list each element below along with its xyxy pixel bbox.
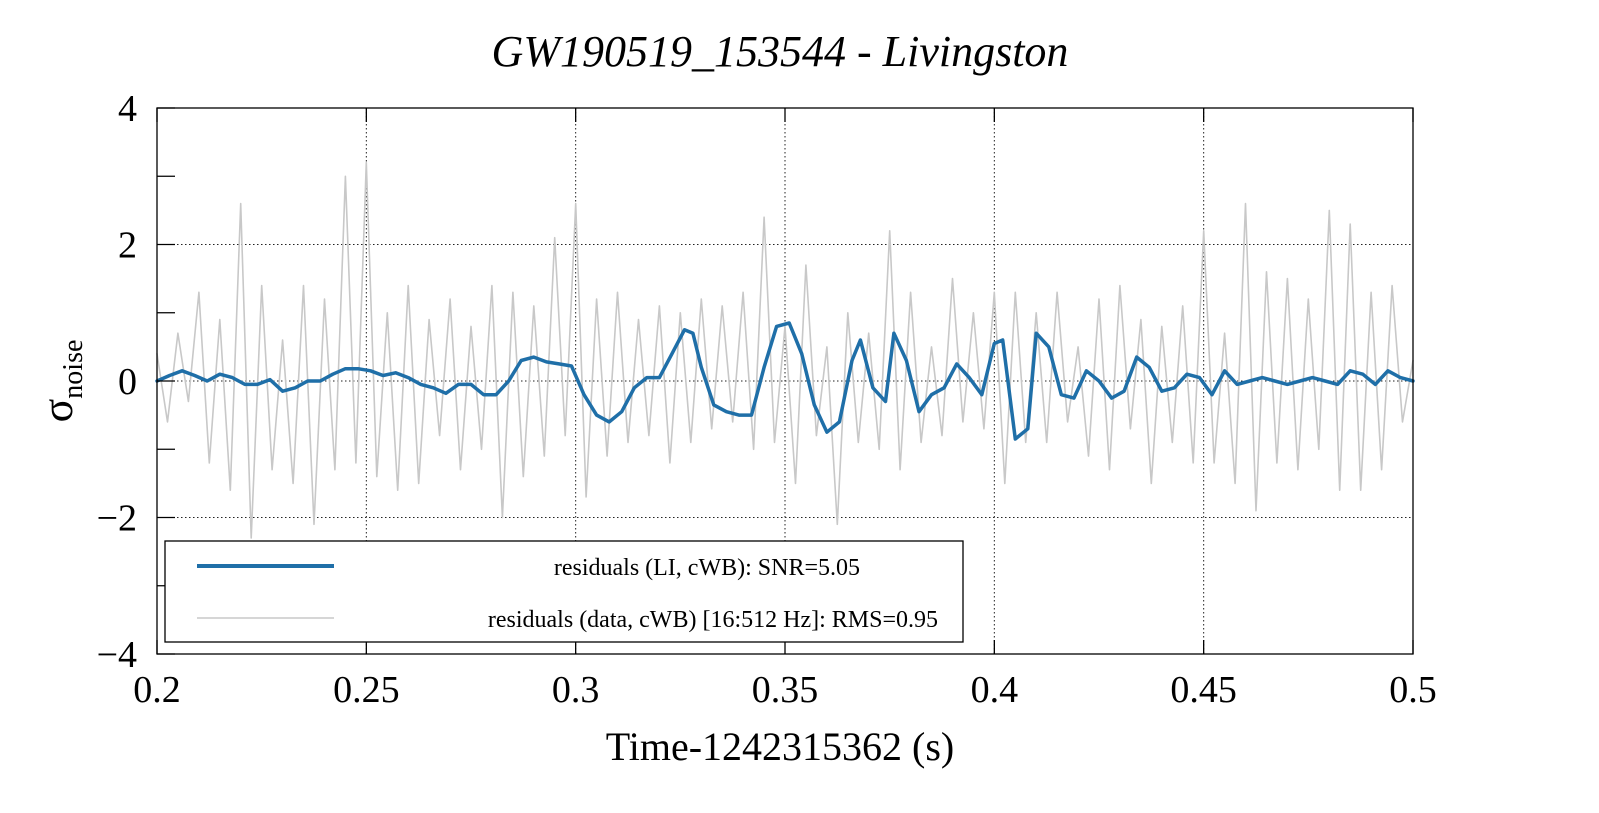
- y-tick-label: 4: [118, 88, 137, 130]
- y-tick-label: 2: [118, 225, 137, 267]
- x-tick-label: 0.5: [1389, 669, 1437, 711]
- x-tick-label: 0.4: [971, 669, 1019, 711]
- series-line-li: [155, 321, 1415, 441]
- legend-label-data: residuals (data, cWB) [16:512 Hz]: RMS=0…: [488, 607, 938, 633]
- grid: [157, 108, 1413, 654]
- y-tick-label: 0: [118, 361, 137, 403]
- x-axis-label: Time-1242315362 (s): [606, 724, 955, 769]
- y-axis-label: σnoise: [33, 340, 89, 423]
- x-tick-label: 0.25: [333, 669, 400, 711]
- chart-title: GW190519_153544 - Livingston: [492, 27, 1069, 76]
- y-axis-label-subscript: noise: [58, 340, 89, 399]
- x-tick-label: 0.35: [752, 669, 819, 711]
- legend: residuals (LI, cWB): SNR=5.05 residuals …: [164, 540, 964, 643]
- series-line-data: [156, 161, 1414, 539]
- y-tick-label: −2: [97, 498, 137, 540]
- ticks: 0.2 0.25 0.3 0.35 0.4 0.45 0.5 −4 −2 0 2 4: [97, 88, 1437, 711]
- legend-box: [164, 540, 964, 643]
- x-tick-label: 0.45: [1170, 669, 1237, 711]
- series-layer: [155, 161, 1415, 539]
- x-tick-label: 0.3: [552, 669, 600, 711]
- y-tick-label: −4: [97, 634, 137, 676]
- legend-label-li: residuals (LI, cWB): SNR=5.05: [554, 555, 860, 581]
- y-axis-label-symbol: σ: [33, 398, 82, 422]
- x-tick-label: 0.2: [133, 669, 181, 711]
